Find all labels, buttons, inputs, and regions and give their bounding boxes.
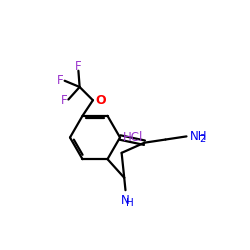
Text: F: F [57, 74, 64, 87]
Text: H: H [126, 198, 134, 208]
Text: NH: NH [190, 130, 208, 143]
Text: N: N [121, 194, 130, 207]
Text: 2: 2 [199, 134, 205, 144]
Text: F: F [75, 60, 82, 73]
Text: HCl: HCl [123, 131, 144, 144]
Text: O: O [95, 94, 106, 107]
Text: F: F [60, 94, 67, 107]
